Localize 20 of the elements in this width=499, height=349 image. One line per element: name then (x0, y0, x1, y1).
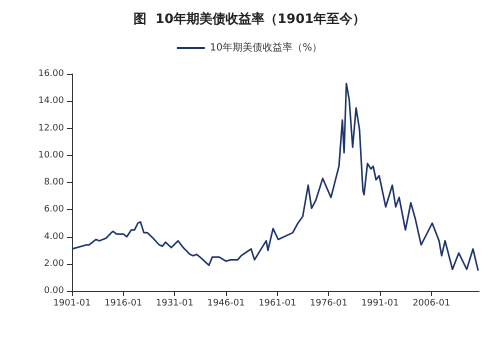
x-tick-label: 1946-01 (207, 298, 245, 308)
chart-title: 图 10年期美债收益率（1901年至今） (133, 11, 366, 27)
line-series (71, 82, 479, 272)
x-tick-label: 1976-01 (310, 298, 348, 308)
y-tick-label: 10.00 (38, 150, 64, 160)
y-tick-label: 2.00 (44, 258, 64, 269)
y-tick-label: 4.00 (44, 232, 64, 242)
x-tick-label: 1916-01 (104, 298, 142, 308)
legend-label: 10年期美债收益率（%） (210, 42, 322, 54)
x-tick-label: 1961-01 (258, 298, 296, 308)
x-tick-label: 1931-01 (156, 298, 194, 308)
y-tick-label: 0.00 (44, 286, 64, 296)
y-tick-label: 6.00 (44, 204, 64, 215)
y-tick-label: 8.00 (44, 178, 64, 188)
x-tick-label: 2006-01 (412, 298, 450, 308)
x-tick-label: 1991-01 (361, 298, 399, 308)
x-tick-label: 1901-01 (53, 298, 91, 308)
y-tick-label: 14.00 (38, 96, 64, 106)
y-tick-label: 16.00 (38, 69, 64, 79)
y-tick-label: 12.00 (38, 123, 64, 134)
